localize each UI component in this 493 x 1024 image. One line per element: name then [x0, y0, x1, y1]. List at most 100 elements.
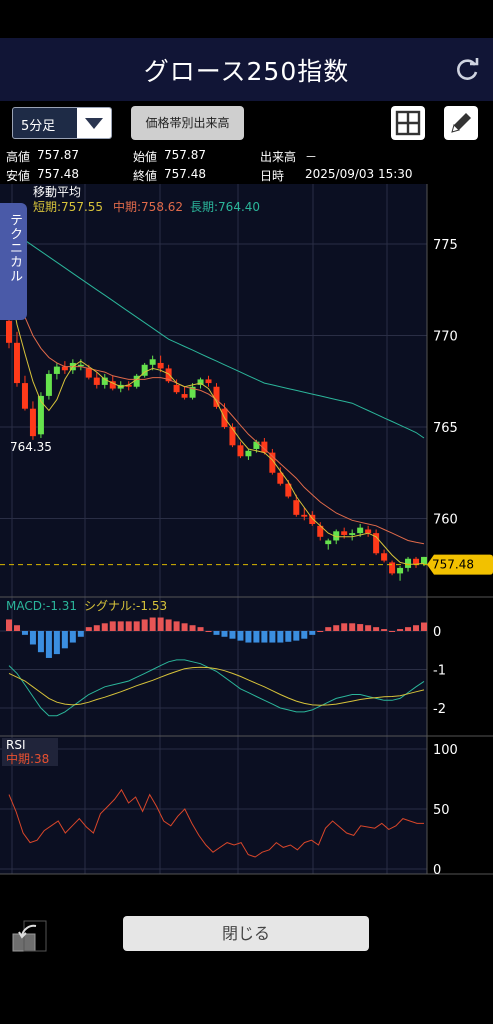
close-value: 757.48 [164, 167, 206, 181]
macd-bar [389, 631, 396, 632]
price-tick-label: 760 [433, 513, 458, 528]
candle [293, 500, 300, 515]
candle [141, 364, 148, 376]
macd-axis: 0 -1 -2 [433, 625, 446, 717]
candle [213, 386, 220, 407]
grid-lines [0, 184, 493, 875]
macd-bar [85, 627, 92, 631]
volume-by-price-button[interactable]: 価格帯別出来高 [131, 106, 244, 140]
macd-histogram [6, 617, 427, 658]
high-value: 757.87 [37, 148, 79, 162]
macd-bar [253, 631, 260, 643]
candle [341, 531, 348, 535]
rsi-mid-label: 中期:38 [6, 751, 49, 766]
macd-bar [229, 631, 236, 639]
candle [53, 366, 60, 374]
macd-bar [261, 631, 268, 643]
title-bar [0, 38, 493, 101]
candle [173, 384, 180, 393]
price-panel: 移動平均 短期:757.55 中期:758.62 長期:764.40 764.3… [0, 185, 493, 581]
grid-button[interactable] [391, 106, 425, 140]
macd-tick-label: -2 [433, 702, 446, 717]
candle [205, 379, 212, 384]
pencil-icon [451, 113, 471, 133]
rsi-panel: RSI 中期:38 100 50 0 [2, 738, 458, 878]
candle [77, 364, 84, 367]
low-value: 757.48 [37, 167, 79, 181]
macd-bar [205, 631, 212, 632]
candle [301, 514, 308, 517]
candle [133, 375, 140, 387]
price-axis: 775 770 765 760 [433, 238, 458, 528]
high-label: 高値 [6, 150, 31, 164]
pencil-button[interactable] [444, 106, 478, 140]
macd-bar [149, 617, 156, 631]
candle [261, 441, 268, 453]
candle [21, 383, 28, 409]
close-button[interactable]: 閉じる [123, 916, 369, 951]
macd-bar [181, 623, 188, 631]
macd-bar [21, 631, 28, 635]
candle [413, 558, 420, 565]
candle [405, 558, 412, 568]
ma-long-label: 長期:764.40 [190, 200, 260, 214]
candle [349, 533, 356, 535]
macd-bar [301, 631, 308, 639]
chart-area[interactable]: 移動平均 短期:757.55 中期:758.62 長期:764.40 764.3… [0, 184, 493, 878]
macd-bar [365, 625, 372, 631]
candle [237, 445, 244, 457]
low-label: 安値 [6, 169, 31, 183]
signal-line [8, 666, 425, 706]
rotate-screen-button[interactable] [10, 918, 48, 954]
macd-bar [13, 625, 20, 631]
open-value: 757.87 [164, 148, 206, 162]
candle [253, 441, 260, 449]
candle [397, 567, 404, 574]
macd-bar [413, 625, 420, 631]
rsi-line [8, 788, 424, 858]
macd-bar [125, 621, 132, 631]
technical-tab[interactable]: テクニカル [0, 203, 27, 320]
timeframe-select[interactable]: 5分足 [12, 107, 112, 139]
ma-title: 移動平均 [33, 185, 81, 199]
macd-bar [29, 631, 36, 645]
candle [229, 427, 236, 446]
candle [381, 553, 388, 561]
volume-label: 出来高 [260, 150, 297, 164]
macd-bar [405, 627, 412, 631]
long-ma-line [8, 228, 425, 439]
macd-bar [333, 625, 340, 631]
timeframe-label: 5分足 [21, 119, 56, 134]
bottom-bar [0, 878, 493, 1024]
rsi-axis: 100 50 0 [433, 743, 458, 878]
candle [109, 381, 116, 389]
macd-bar [221, 631, 228, 637]
macd-bar [373, 627, 380, 631]
current-price-label: 757.48 [432, 558, 474, 572]
candle [13, 342, 20, 384]
price-tick-label: 765 [433, 421, 458, 436]
candle [93, 377, 100, 385]
macd-bar [77, 631, 84, 637]
macd-bar [117, 621, 124, 631]
chevron-down-icon [77, 108, 111, 138]
rsi-title: RSI [6, 738, 26, 752]
candle [101, 377, 108, 385]
page-title: グロース250指数 [143, 57, 350, 86]
macd-bar [197, 627, 204, 631]
macd-bar [133, 621, 140, 631]
macd-bar [269, 631, 276, 643]
candle [357, 527, 364, 534]
macd-bar [45, 631, 52, 658]
macd-bar [53, 631, 60, 655]
macd-bar [341, 623, 348, 631]
macd-bar [317, 631, 324, 632]
macd-bar [309, 631, 316, 635]
candle [37, 395, 44, 435]
candle [269, 452, 276, 473]
grid-icon [395, 110, 421, 136]
candle [165, 368, 172, 382]
macd-bar [421, 622, 427, 631]
candle [245, 450, 252, 457]
refresh-icon[interactable] [452, 55, 482, 85]
